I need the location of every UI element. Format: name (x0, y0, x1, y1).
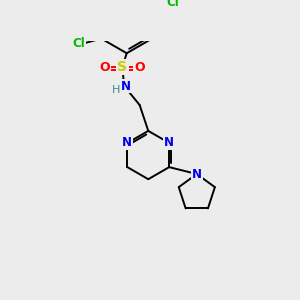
Text: N: N (121, 80, 131, 92)
Text: Cl: Cl (167, 0, 179, 9)
Text: O: O (100, 61, 110, 74)
Text: Cl: Cl (73, 37, 85, 50)
Text: O: O (134, 61, 145, 74)
Text: S: S (117, 60, 128, 74)
Text: N: N (192, 167, 202, 181)
Text: H: H (112, 85, 121, 95)
Text: N: N (122, 136, 132, 149)
Text: N: N (164, 136, 174, 149)
